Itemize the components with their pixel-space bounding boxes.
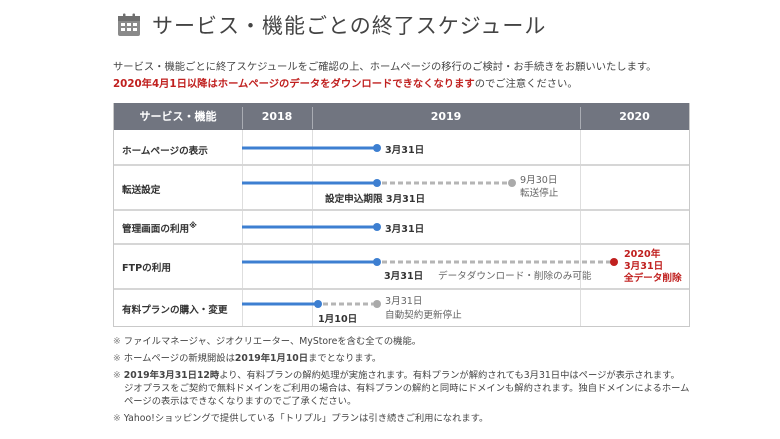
label-ftp-delete: 2020年 3月31日 全データ削除 [624,249,682,285]
note-mark: ※ [113,336,121,347]
note-mark: ※ [113,353,121,364]
label-forwarding-stop-date: 9月30日 [520,175,558,186]
marker-paid-plan-end [314,300,322,308]
intro-warning: 2020年4月1日以降はホームページのデータをダウンロードできなくなりますのでご… [113,75,578,90]
label-homepage-end: 3月31日 [385,145,425,156]
label-paid-plan-end: 1月10日 [318,314,358,325]
label-forwarding-deadline: 設定申込期限 3月31日 [325,194,426,205]
note-3-bold: 2019年3月31日12時 [123,370,220,381]
label-paid-plan-stop-date: 3月31日 [385,296,423,307]
intro-warning-emphasis: 2020年4月1日以降はホームページのデータをダウンロードできなくなります [113,78,475,90]
table-header: サービス・機能 2018 2019 2020 [114,103,689,130]
marker-forwarding-deadline [373,179,381,187]
calendar-icon [118,13,140,36]
marker-paid-plan-stop [373,300,381,308]
label-ftp-mid: データダウンロード・削除のみ可能 [438,271,592,282]
label-forwarding-stop: 転送停止 [520,188,559,199]
header-year-2018: 2018 [261,110,293,123]
row-label-homepage-display: ホームページの表示 [122,146,208,157]
note-1-text: ファイルマネージャ、ジオクリエーター、MyStoreを含む全ての機能。 [123,336,422,347]
marker-forwarding-stop [508,179,516,187]
schedule-table: サービス・機能 2018 2019 2020 ホームページの表示 転送設定 管理… [113,103,690,327]
label-ftp-end: 3月31日 [384,271,424,282]
page-title: サービス・機能ごとの終了スケジュール [152,14,547,38]
note-2-pre: ホームページの新規開設は [123,353,235,364]
row-label-admin-mark: ※ [189,221,197,230]
note-3-line2: ジオプラスをご契約で無料ドメインをご利用の場合は、有料プランの解約と同時にドメイ… [124,383,690,394]
note-3-line3: ページの表示はできなくなりますのでご了承ください。 [124,396,357,407]
intro-text: サービス・機能ごとに終了スケジュールをご確認の上、ホームページの移行のご検討・お… [113,61,657,73]
note-2-bold: 2019年1月10日 [234,353,309,364]
note-2: ※ ホームページの新規開設は2019年1月10日までとなります。 [113,350,381,364]
note-4-text: Yahoo!ショッピングで提供している「トリプル」プランは引き続きご利用になれま… [123,413,489,424]
note-1: ※ ファイルマネージャ、ジオクリエーター、MyStoreを含む全ての機能。 [113,333,421,347]
header-year-2020: 2020 [619,110,650,123]
marker-homepage-display [373,144,381,152]
note-mark: ※ [113,370,121,381]
label-admin-end: 3月31日 [385,224,425,235]
note-mark: ※ [113,413,121,424]
label-ftp-delete-year: 2020年 [624,249,661,260]
label-ftp-delete-text: 全データ削除 [624,273,682,284]
label-paid-plan-stop: 自動契約更新停止 [385,310,462,321]
marker-admin [373,223,381,231]
row-label-paid-plan: 有料プランの購入・変更 [122,305,228,316]
header-year-2019: 2019 [430,110,462,123]
label-ftp-delete-date: 3月31日 [624,261,664,272]
row-label-ftp: FTPの利用 [122,263,171,274]
timeline-graphics [242,144,618,308]
intro-warning-rest: のでご注意ください。 [474,78,578,90]
note-2-post: までとなります。 [308,353,382,364]
note-4: ※ Yahoo!ショッピングで提供している「トリプル」プランは引き続きご利用にな… [113,410,488,424]
row-label-forwarding: 転送設定 [122,185,161,196]
header-service: サービス・機能 [139,110,217,123]
row-label-admin-text: 管理画面の利用 [122,224,190,235]
marker-ftp-delete [610,258,618,266]
marker-ftp-end [373,258,381,266]
note-3: ※ 2019年3月31日12時より、有料プランの解約処理が実施されます。有料プラ… [113,367,680,381]
note-3-text: より、有料プランの解約処理が実施されます。有料プランが解約されても3月31日中は… [219,370,680,381]
row-label-admin: 管理画面の利用※ [122,221,197,235]
